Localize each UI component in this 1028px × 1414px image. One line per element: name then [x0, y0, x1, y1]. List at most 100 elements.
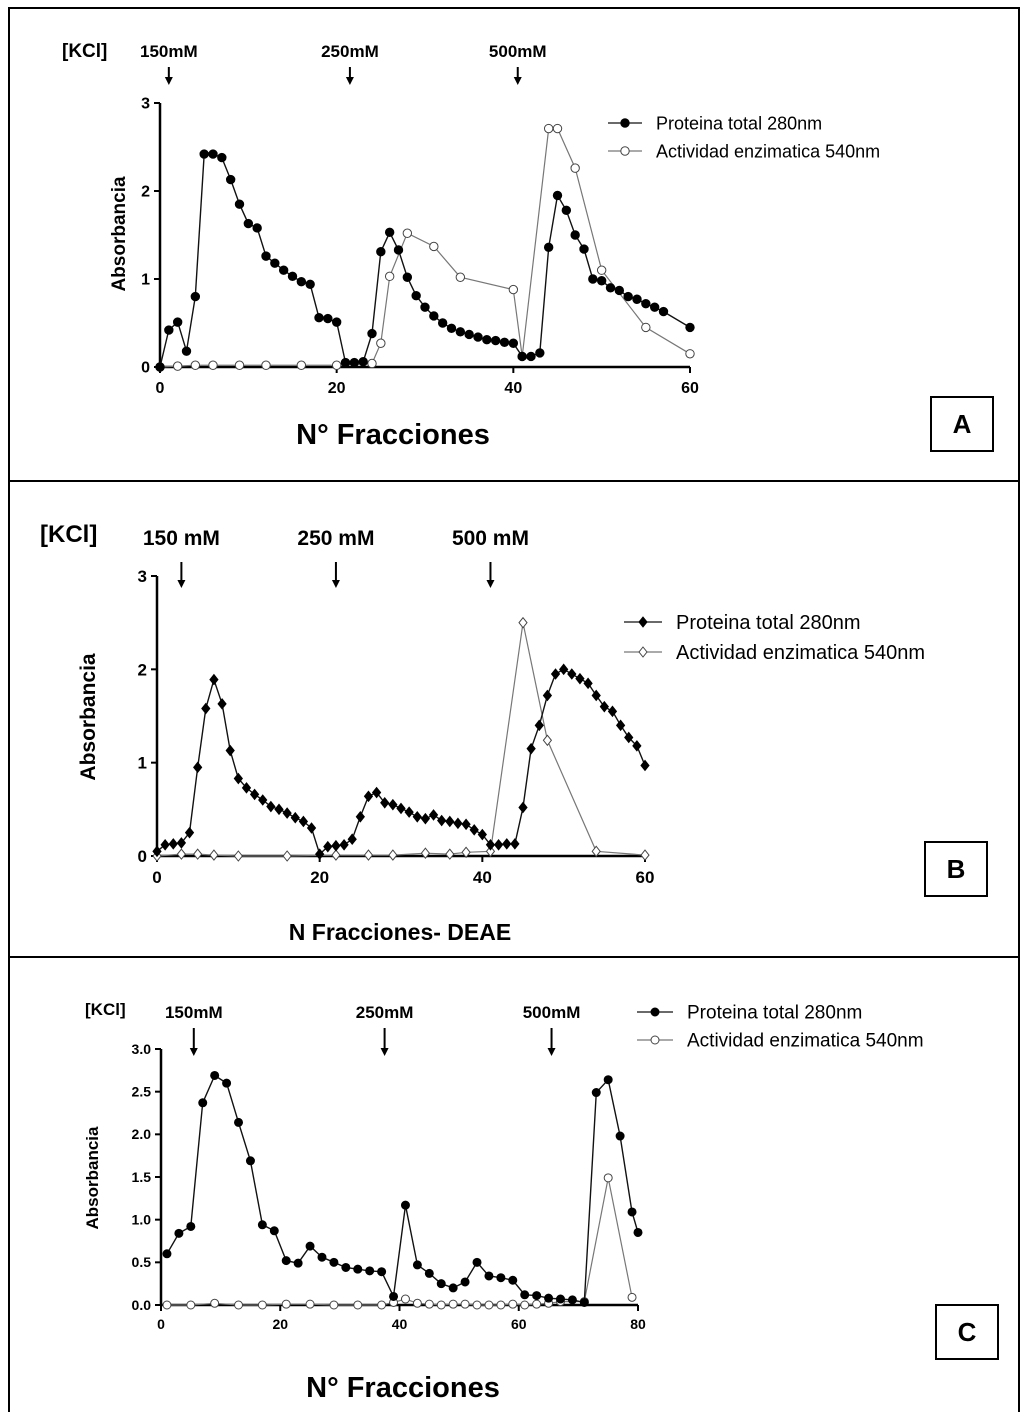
- chart-b-y-tick-label: 0: [138, 847, 147, 866]
- chart-c-legend-marker: [650, 1035, 660, 1045]
- chart-c-data-point: [377, 1267, 387, 1277]
- chart-c-data-point: [544, 1293, 554, 1303]
- chart-b-arrow-head: [331, 580, 340, 588]
- chart-a-data-point: [331, 317, 342, 327]
- chart-c-y-tick-label: 0.0: [132, 1297, 152, 1313]
- chart-b-data-point: [282, 850, 292, 862]
- chart-a-data-point: [517, 351, 527, 362]
- chart-c-data-point: [532, 1291, 542, 1301]
- chart-b-data-point: [412, 810, 422, 823]
- chart-b-data-point: [193, 848, 203, 860]
- chart-b-arrow-label: 500 mM: [452, 527, 529, 550]
- chart-c-data-point: [448, 1283, 458, 1293]
- chart-b-y-tick-label: 2: [138, 660, 147, 679]
- chart-c-data-point: [317, 1252, 327, 1262]
- chart-a-data-point: [190, 291, 201, 302]
- chart-c-data-point: [603, 1173, 613, 1183]
- chart-b-series-line: [156, 622, 646, 857]
- chart-b-data-point: [282, 807, 292, 819]
- chart-c-data-point: [484, 1271, 494, 1281]
- chart-a-svg: [KCl] Absorbancia N° Fracciones 0 20 40 600…: [62, 41, 880, 451]
- chart-b-data-point: [607, 705, 618, 718]
- chart-c-arrow-label: 500mM: [523, 1003, 581, 1022]
- chart-c-data-point: [281, 1256, 291, 1266]
- chart-b-data-point: [380, 796, 390, 809]
- chart-a-data-point: [508, 338, 519, 348]
- chart-c-data-point: [305, 1241, 315, 1251]
- chart-a-data-point: [632, 294, 642, 304]
- chart-b-data-point: [241, 782, 252, 794]
- chart-b-data-point: [249, 788, 260, 801]
- chart-b-data-point: [624, 731, 634, 744]
- chart-a-data-point: [508, 284, 519, 295]
- chart-c-data-point: [484, 1300, 494, 1310]
- chart-c-data-point: [520, 1300, 530, 1310]
- chart-b-data-point: [176, 848, 187, 860]
- chart-c-data-point: [508, 1275, 518, 1285]
- chart-c-data-point: [591, 1088, 601, 1098]
- chart-a-y-tick-label: 1: [141, 272, 150, 289]
- chart-a-legend-marker: [620, 118, 630, 128]
- chart-a-series-line: [159, 127, 691, 368]
- chart-a-x-tick-label: 20: [328, 380, 346, 397]
- chart-b-data-point: [298, 815, 309, 828]
- chart-c-x-tick-label: 80: [630, 1316, 646, 1332]
- chart-c-data-point: [186, 1221, 196, 1231]
- chart-a-data-point: [190, 360, 201, 370]
- chart-c-y-tick-label: 0.5: [132, 1254, 152, 1270]
- chart-a-data-point: [234, 199, 245, 209]
- chart-a-arrow-label: 150mM: [140, 42, 198, 61]
- chart-c-data-point: [627, 1207, 637, 1217]
- chart-a-data-point: [384, 271, 395, 282]
- chart-c-data-point: [400, 1200, 410, 1210]
- chart-a-data-point: [261, 360, 271, 370]
- panel-c: [KCl] Absorbancia N° Fracciones 0 20 40 60 8…: [8, 956, 1020, 1412]
- chart-a-data-point: [261, 251, 271, 261]
- chart-b-data-point: [461, 846, 471, 859]
- chart-c-arrow-label: 250mM: [356, 1003, 414, 1022]
- chart-a-data-point: [172, 361, 183, 371]
- chart-c-data-point: [234, 1300, 244, 1310]
- chart-b-data-point: [193, 761, 203, 774]
- chart-a-x-tick-label: 0: [156, 380, 165, 397]
- chart-a-data-point: [543, 123, 554, 134]
- chart-c-data-point: [472, 1257, 482, 1267]
- chart-a-data-point: [570, 163, 580, 173]
- chart-c-x-tick-label: 0: [157, 1316, 165, 1332]
- chart-b-data-point: [290, 811, 300, 824]
- chart-c-legend-label: Actividad enzimatica 540nm: [687, 1031, 924, 1052]
- chart-a-data-point: [526, 351, 536, 362]
- chart-c-xlabel: N° Fracciones: [306, 1372, 500, 1404]
- chart-c-data-point: [436, 1279, 446, 1289]
- chart-a-data-point: [217, 152, 227, 163]
- chart-c-legend-marker: [650, 1007, 660, 1017]
- chart-c-y-tick-label: 3.0: [132, 1041, 152, 1057]
- chart-a-data-point: [596, 265, 607, 275]
- chart-c-data-point: [460, 1299, 470, 1309]
- chart-b-data-point: [526, 742, 536, 755]
- chart-a-x-tick-label: 40: [504, 380, 522, 397]
- chart-a-data-point: [376, 338, 386, 348]
- chart-a-data-point: [552, 190, 563, 201]
- chart-b-data-point: [331, 849, 341, 861]
- chart-a-xlabel: N° Fracciones: [296, 419, 490, 451]
- chart-a-legend-label: Actividad enzimatica 540nm: [656, 141, 880, 161]
- chart-b-data-point: [266, 800, 276, 813]
- chart-b-data-point: [615, 719, 626, 732]
- chart-a-data-point: [199, 149, 209, 159]
- chart-b-data-point: [168, 838, 178, 850]
- chart-b-plot: 0 20 40 60 0 1 2 3 150 mM 250 mM 500 mM Proteina to…: [138, 527, 925, 887]
- panel-a-letter: A: [930, 396, 994, 452]
- chart-b-data-point: [274, 803, 284, 816]
- chart-b-arrow-label: 150 mM: [143, 527, 220, 550]
- chart-a-data-point: [331, 360, 342, 370]
- chart-c-data-point: [234, 1117, 244, 1127]
- chart-c-legend-label: Proteina total 280nm: [687, 1003, 862, 1024]
- chart-b-data-point: [152, 845, 162, 858]
- chart-a-data-point: [358, 357, 368, 367]
- chart-a-series-line: [159, 153, 691, 368]
- chart-a-data-point: [570, 230, 580, 240]
- chart-c-data-point: [615, 1131, 625, 1141]
- chart-a-data-point: [482, 335, 492, 345]
- chart-a-data-point: [641, 322, 651, 333]
